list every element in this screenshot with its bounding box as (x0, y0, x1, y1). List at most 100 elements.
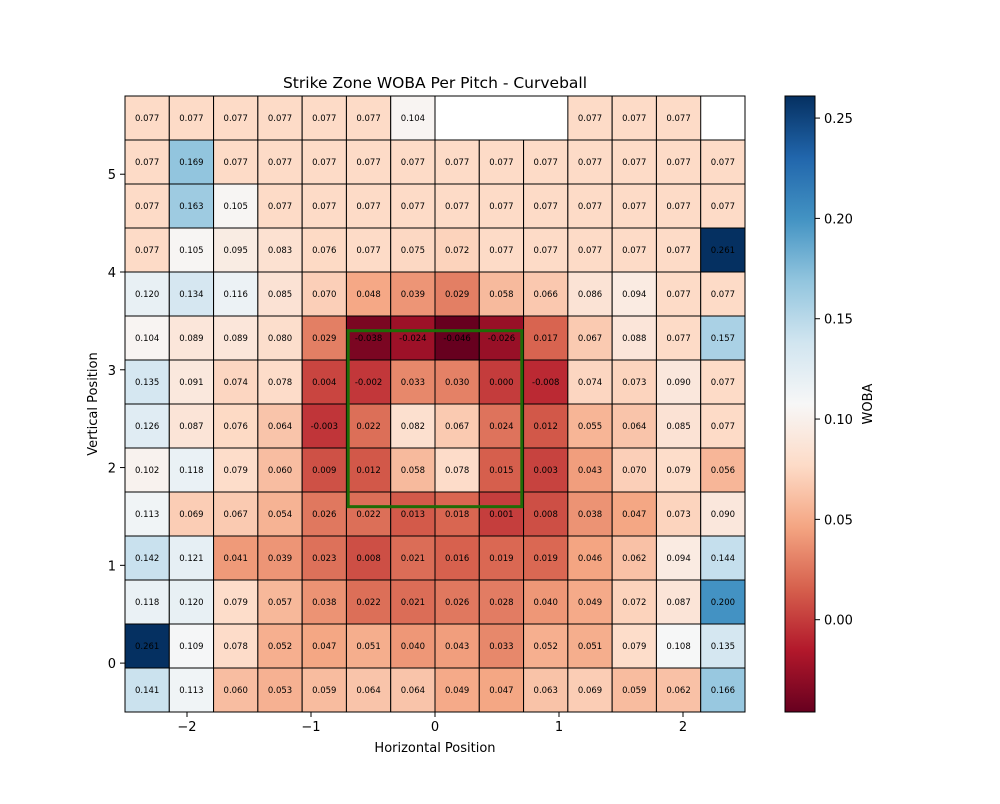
heatmap-cell (478, 359, 525, 405)
colorbar: 0.00 0.05 0.10 0.15 0.20 0.25 (784, 95, 853, 713)
cell-value-label: 0.070 (312, 290, 336, 300)
cell-value-label: 0.077 (401, 202, 425, 212)
y-tick-label: 3 (108, 364, 116, 379)
cell-value-label: 0.026 (445, 598, 469, 608)
cell-value-label: 0.116 (224, 290, 248, 300)
cell-value-label: 0.113 (135, 510, 159, 520)
cell-value-label: 0.062 (622, 554, 646, 564)
heatmap-cell (168, 315, 215, 361)
cell-value-label: 0.063 (534, 686, 558, 696)
cell-value-label: 0.082 (401, 422, 425, 432)
heatmap-cells (124, 95, 746, 713)
heatmap-cell (478, 403, 525, 449)
cell-value-label: 0.077 (666, 246, 690, 256)
cell-value-label: 0.090 (711, 510, 735, 520)
cell-value-label: 0.077 (356, 202, 380, 212)
y-tick-label: 0 (108, 657, 116, 672)
cell-value-label: 0.078 (268, 378, 292, 388)
cell-value-label: 0.087 (179, 422, 203, 432)
cell-value-label: 0.102 (135, 466, 159, 476)
cell-value-label: 0.055 (578, 422, 602, 432)
heatmap-cell (434, 139, 480, 185)
y-tick-label: 2 (108, 462, 116, 477)
cell-value-label: 0.094 (666, 554, 690, 564)
cell-value-label: 0.074 (578, 378, 602, 388)
cell-value-label: 0.077 (445, 202, 469, 212)
cell-value-label: 0.105 (224, 202, 248, 212)
heatmap-cell (124, 667, 170, 713)
cell-value-label: -0.003 (311, 422, 338, 432)
cell-value-label: 0.077 (578, 114, 602, 124)
cell-value-label: 0.064 (622, 422, 646, 432)
heatmap-cell (567, 579, 613, 625)
cell-value-label: -0.046 (443, 334, 470, 344)
heatmap-cell (478, 623, 525, 669)
cell-value-label: 0.077 (135, 158, 159, 168)
cell-value-label: 0.067 (224, 510, 248, 520)
heatmap-cell (655, 315, 702, 361)
heatmap-cell (434, 227, 480, 273)
cell-value-label: 0.040 (401, 642, 425, 652)
heatmap-cell (611, 227, 657, 273)
heatmap-cell (700, 535, 746, 581)
heatmap-cell (567, 95, 613, 141)
heatmap-cell (168, 359, 215, 405)
cell-value-label: 0.077 (268, 114, 292, 124)
cell-value-label: 0.095 (224, 246, 248, 256)
cell-value-label: 0.077 (489, 202, 513, 212)
cell-value-label: 0.041 (224, 554, 248, 564)
x-axis: −2 −1 0 1 2 (177, 712, 687, 735)
heatmap-cell (611, 315, 657, 361)
cell-value-label: 0.069 (578, 686, 602, 696)
cell-value-label: 0.067 (578, 334, 602, 344)
heatmap-cell (213, 535, 259, 581)
cell-value-label: 0.026 (312, 510, 336, 520)
cell-value-label: -0.024 (399, 334, 426, 344)
x-tick-label: 2 (679, 720, 687, 735)
heatmap-cell (655, 667, 702, 713)
cell-value-label: 0.076 (312, 246, 336, 256)
heatmap-cell (523, 491, 569, 537)
cell-value-label: 0.126 (135, 422, 159, 432)
cell-value-label: 0.109 (179, 642, 203, 652)
cell-value-label: 0.108 (666, 642, 690, 652)
heatmap-cell (523, 579, 569, 625)
cell-value-label: 0.076 (224, 422, 248, 432)
cell-value-label: 0.073 (622, 378, 646, 388)
cell-value-label: 0.008 (534, 510, 558, 520)
cell-value-label: 0.077 (666, 114, 690, 124)
heatmap-cell (567, 535, 613, 581)
cell-value-label: 0.120 (135, 290, 159, 300)
heatmap-cell (434, 359, 480, 405)
cell-value-label: -0.002 (355, 378, 382, 388)
heatmap-cell (700, 271, 746, 317)
cell-value-label: 0.021 (401, 598, 425, 608)
heatmap-cell (611, 183, 657, 229)
cell-value-label: 0.080 (268, 334, 292, 344)
cell-value-label: 0.077 (622, 202, 646, 212)
heatmap-cell (257, 183, 303, 229)
heatmap-cell (124, 403, 170, 449)
y-tick-label: 5 (108, 168, 116, 183)
cell-value-label: 0.043 (578, 466, 602, 476)
heatmap-cell (301, 359, 347, 405)
cell-value-label: 0.118 (179, 466, 203, 476)
cell-value-label: 0.088 (622, 334, 646, 344)
cell-value-label: 0.261 (135, 642, 159, 652)
heatmap-cell (257, 271, 303, 317)
cell-value-label: 0.048 (356, 290, 380, 300)
cell-value-label: 0.004 (312, 378, 336, 388)
heatmap-cell (390, 183, 436, 229)
heatmap-cell (567, 667, 613, 713)
heatmap-cell (655, 227, 702, 273)
heatmap-cell (213, 271, 259, 317)
heatmap-cell (168, 271, 215, 317)
cell-value-label: 0.091 (179, 378, 203, 388)
cell-value-label: 0.089 (224, 334, 248, 344)
heatmap-cell (390, 315, 436, 361)
chart-title: Strike Zone WOBA Per Pitch - Curveball (283, 74, 587, 92)
heatmap-cell (301, 491, 347, 537)
heatmap-cell (700, 403, 746, 449)
cell-value-label: 0.079 (224, 466, 248, 476)
heatmap-cell (478, 315, 525, 361)
